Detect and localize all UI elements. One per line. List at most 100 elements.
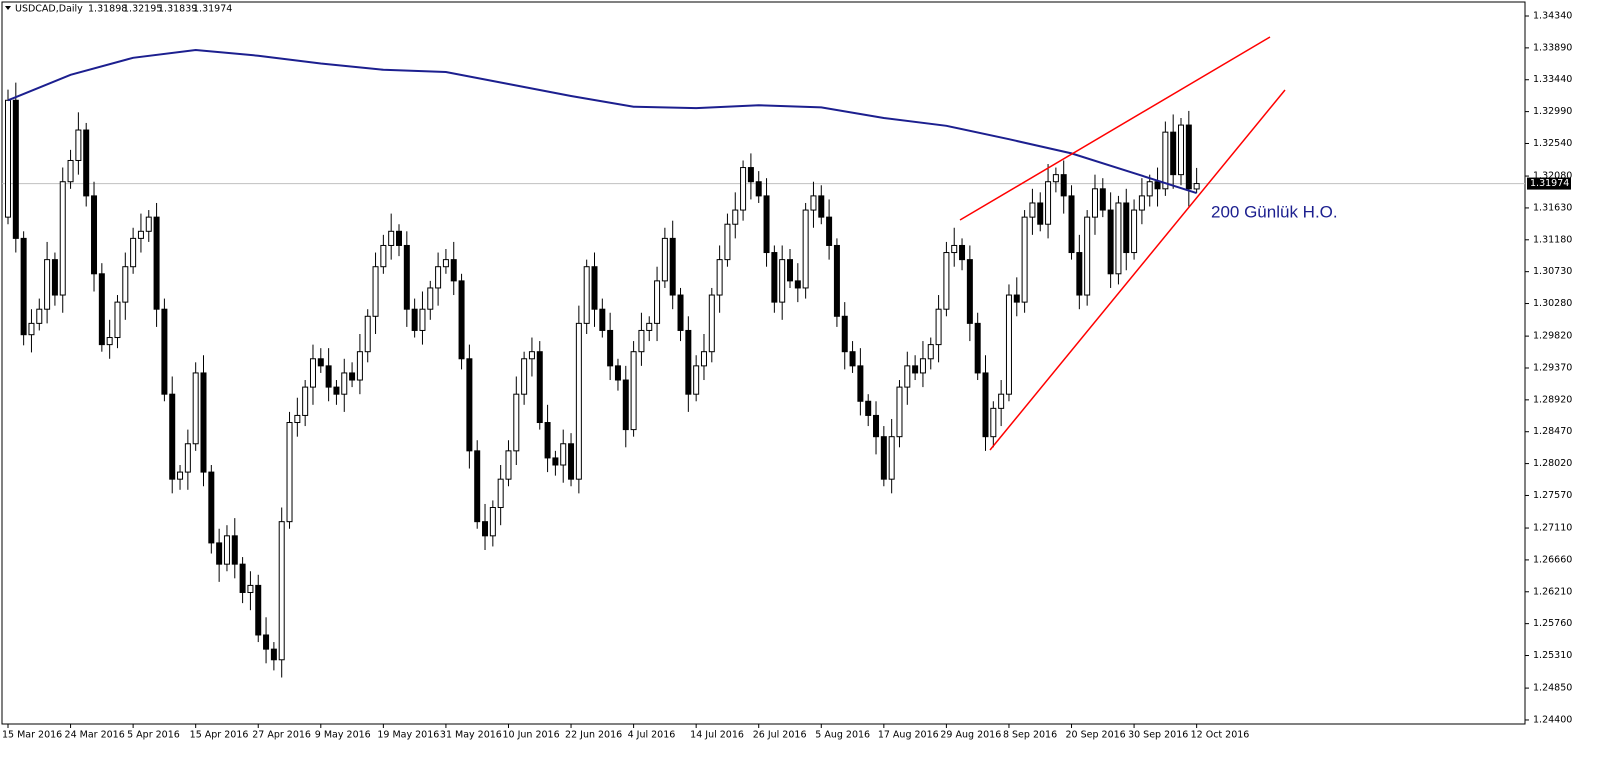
x-tick-label: 19 May 2016 xyxy=(377,730,439,741)
candle-body xyxy=(614,365,621,381)
candle-body xyxy=(849,351,856,367)
y-tick-label: 1.30730 xyxy=(1533,266,1572,277)
candle-body xyxy=(1178,124,1184,176)
candle-body xyxy=(1146,181,1153,197)
candle-body xyxy=(1123,202,1130,254)
x-tick-label: 8 Sep 2016 xyxy=(1003,730,1057,741)
candle-body xyxy=(122,266,129,303)
y-tick-label: 1.26210 xyxy=(1533,586,1572,597)
candle-body xyxy=(317,358,324,367)
x-tick-label: 5 Aug 2016 xyxy=(815,730,870,741)
candle-body xyxy=(91,195,98,275)
candle-body xyxy=(216,542,223,565)
candle-body xyxy=(904,365,911,388)
candle-body xyxy=(349,372,356,381)
menu-arrow[interactable] xyxy=(5,6,11,10)
candle-body xyxy=(857,365,864,402)
candle-body xyxy=(1091,188,1098,218)
x-tick-label: 12 Oct 2016 xyxy=(1191,730,1250,741)
candle-body xyxy=(638,329,645,353)
candle-body xyxy=(646,322,653,331)
y-tick-label: 1.26660 xyxy=(1533,554,1572,565)
candle-body xyxy=(497,478,504,509)
candle-body xyxy=(951,244,958,254)
candle-body xyxy=(12,99,19,239)
candle-body xyxy=(990,407,997,438)
x-tick-label: 15 Apr 2016 xyxy=(190,730,249,741)
x-tick-label: 17 Aug 2016 xyxy=(878,730,939,741)
candle-body xyxy=(161,308,168,395)
candle-body xyxy=(1162,131,1169,190)
candle-body xyxy=(263,634,270,650)
candle-body xyxy=(239,563,246,593)
candle-body xyxy=(106,337,113,346)
candle-body xyxy=(568,443,575,480)
y-tick-label: 1.29370 xyxy=(1533,362,1572,373)
y-tick-label: 1.24850 xyxy=(1533,683,1572,694)
candle-body xyxy=(654,280,661,324)
candle-body xyxy=(255,584,262,636)
candle-body xyxy=(943,252,950,310)
y-tick-label: 1.31630 xyxy=(1533,202,1572,213)
candle-body xyxy=(693,365,700,395)
x-tick-label: 15 Mar 2016 xyxy=(2,730,62,741)
x-tick-label: 10 Jun 2016 xyxy=(502,730,559,741)
candle-body xyxy=(810,195,817,211)
y-tick-label: 1.27570 xyxy=(1533,490,1572,501)
candle-body xyxy=(169,393,176,480)
candle-body xyxy=(998,393,1005,409)
candle-body xyxy=(513,393,520,452)
x-tick-label: 26 Jul 2016 xyxy=(753,730,807,741)
candle-body xyxy=(1045,181,1052,225)
candle-body xyxy=(607,329,614,367)
candle-body xyxy=(192,372,199,445)
candle-body xyxy=(372,266,379,317)
candle-body xyxy=(435,266,442,289)
candle-body xyxy=(231,535,238,565)
y-tick-label: 1.28920 xyxy=(1533,394,1572,405)
x-tick-label: 31 May 2016 xyxy=(440,730,502,741)
x-tick-label: 9 May 2016 xyxy=(315,730,371,741)
candle-body xyxy=(309,358,316,388)
candle-body xyxy=(732,209,739,225)
candle-body xyxy=(521,358,528,395)
candle-body xyxy=(364,315,371,353)
ma-annotation: 200 Günlük H.O. xyxy=(1211,202,1338,221)
y-tick-label: 1.29820 xyxy=(1533,331,1572,342)
candle-body xyxy=(865,400,872,416)
candle-body xyxy=(544,422,551,459)
y-tick-label: 1.24400 xyxy=(1533,714,1572,725)
candle-body xyxy=(396,230,402,246)
candle-body xyxy=(1084,216,1091,296)
candle-body xyxy=(5,99,11,218)
trend-line-lower[interactable] xyxy=(989,89,1286,451)
candle-body xyxy=(450,259,457,282)
price-box-label: 1.31974 xyxy=(1530,178,1569,189)
candle-body xyxy=(974,322,981,374)
x-tick-label: 24 Mar 2016 xyxy=(65,730,125,741)
candle-body xyxy=(247,584,254,593)
candle-body xyxy=(826,216,833,246)
y-tick-label: 1.32990 xyxy=(1533,106,1572,117)
candle-body xyxy=(294,414,301,424)
candle-body xyxy=(771,252,778,303)
candle-body xyxy=(685,329,692,395)
candle-body xyxy=(380,244,387,268)
candle-body xyxy=(880,436,887,480)
candle-body xyxy=(59,181,66,296)
candle-body xyxy=(177,471,184,480)
header-low: 1.31839 xyxy=(158,4,197,15)
candle-body xyxy=(184,443,191,473)
candle-body xyxy=(802,209,809,289)
candle-body xyxy=(747,167,754,183)
candle-body xyxy=(575,322,582,480)
candle-body xyxy=(552,457,559,466)
x-tick-label: 22 Jun 2016 xyxy=(565,730,622,741)
trend-line-upper[interactable] xyxy=(959,36,1271,221)
candle-body xyxy=(794,280,801,289)
candle-body xyxy=(1037,202,1044,225)
candle-body xyxy=(763,195,770,254)
moving-average xyxy=(7,48,1197,195)
candle-body xyxy=(1185,124,1192,190)
header-high: 1.32195 xyxy=(123,4,162,15)
